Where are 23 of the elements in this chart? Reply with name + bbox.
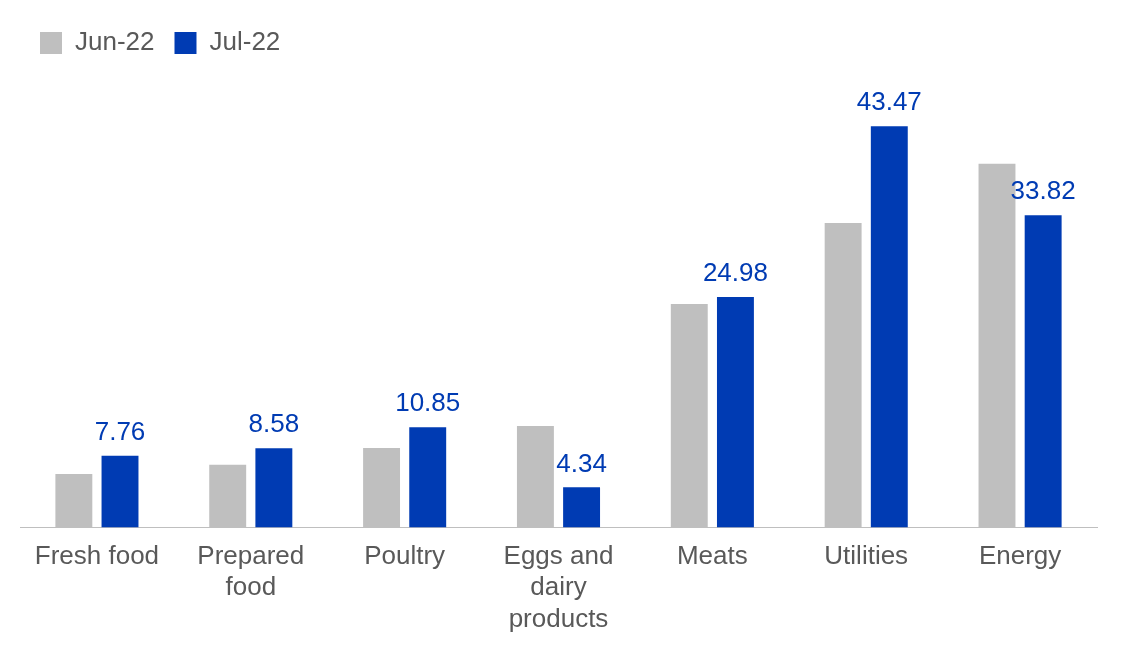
bar	[255, 448, 293, 528]
x-tick-label: Prepared food	[197, 540, 305, 602]
bar	[409, 427, 447, 528]
data-label: 24.98	[702, 257, 768, 288]
bar	[870, 126, 908, 528]
x-tick-label: Meats	[676, 540, 748, 571]
x-tick-label: Poultry	[364, 540, 446, 571]
bar	[1024, 215, 1062, 528]
x-tick-label: Energy	[978, 540, 1062, 571]
data-label: 4.34	[556, 447, 607, 478]
bar	[716, 296, 754, 528]
data-label: 7.76	[94, 415, 146, 446]
bar	[101, 455, 139, 528]
data-label: 33.82	[1010, 175, 1076, 206]
legend-label: Jun-22	[75, 26, 155, 57]
bar	[563, 487, 601, 528]
data-label: 10.85	[395, 387, 461, 418]
x-tick-label: Utilities	[824, 540, 909, 571]
data-label: 8.58	[248, 408, 300, 439]
data-label: 43.47	[856, 86, 922, 117]
x-tick-label: Fresh food	[34, 540, 160, 571]
x-tick-label: Eggs and dairy products	[503, 540, 614, 633]
legend-label: Jul-22	[209, 26, 281, 57]
